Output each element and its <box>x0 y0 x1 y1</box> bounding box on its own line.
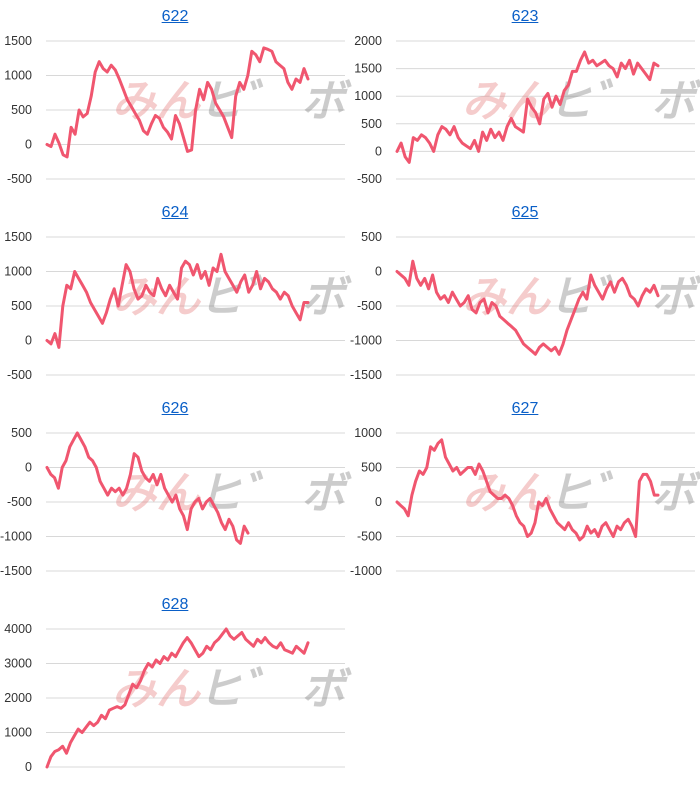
line-chart: 1500 1000 500 0 -500 みんヒ゛ ボ <box>4 230 352 382</box>
y-tick-label: 0 <box>375 265 382 279</box>
y-tick-label: 0 <box>25 138 32 152</box>
y-tick-label: -500 <box>357 299 382 313</box>
y-tick-label: 500 <box>361 117 382 131</box>
y-tick-label: 500 <box>361 461 382 475</box>
watermark-logo: みんヒ゛ ボ <box>462 468 700 519</box>
y-tick-label: 4000 <box>4 622 32 636</box>
y-tick-label: -500 <box>7 495 32 509</box>
y-tick-label: -1000 <box>350 334 382 348</box>
line-chart: 2000 1500 1000 500 0 -500 みんヒ゛ ボ <box>354 34 700 186</box>
y-tick-label: 500 <box>361 230 382 244</box>
series-line <box>395 438 660 542</box>
y-tick-label: 0 <box>375 144 382 158</box>
y-tick-label: -1500 <box>350 368 382 382</box>
chart-622: 622 1500 1000 500 0 -500 みん ヒ゛ ボ <box>0 8 352 198</box>
chart-627: 627 1000 500 0 -500 -1000 みん ヒ゛ ボ <box>350 400 700 590</box>
y-tick-label: 1000 <box>354 426 382 440</box>
chart-628: 628 4000 3000 2000 1000 0 みん ヒ゛ ボ <box>0 596 352 786</box>
y-tick-label: -500 <box>357 530 382 544</box>
watermark-logo: みんヒ゛ ボ <box>112 76 352 127</box>
chart-title-link[interactable]: 628 <box>161 596 189 613</box>
series-line <box>45 46 310 159</box>
watermark-logo: みんヒ゛ ボ <box>112 272 352 323</box>
y-tick-label: 500 <box>11 103 32 117</box>
y-tick-label: 1000 <box>4 69 32 83</box>
y-tick-label: 500 <box>11 299 32 313</box>
chart-title-link[interactable]: 622 <box>161 8 189 25</box>
y-tick-label: 3000 <box>4 657 32 671</box>
y-tick-label: -500 <box>357 172 382 186</box>
y-tick-label: -1500 <box>0 564 32 578</box>
watermark-text: ヒ゛ ボ <box>198 76 352 127</box>
series-line <box>395 259 660 356</box>
y-tick-label: 2000 <box>4 691 32 705</box>
y-tick-label: -500 <box>7 172 32 186</box>
line-chart: 500 0 -500 -1000 -1500 みんヒ゛ ボ <box>0 426 352 578</box>
y-tick-label: 1500 <box>4 230 32 244</box>
chart-title-link[interactable]: 625 <box>511 204 539 221</box>
y-tick-label: 1000 <box>354 89 382 103</box>
watermark-text: ヒ゛ ボ <box>548 468 700 519</box>
watermark-text: ヒ゛ ボ <box>198 468 352 519</box>
watermark-text: ヒ゛ ボ <box>198 664 352 715</box>
chart-title-link[interactable]: 624 <box>161 204 189 221</box>
series-line <box>45 627 310 769</box>
y-tick-label: 1500 <box>354 62 382 76</box>
watermark-text: ヒ゛ ボ <box>548 76 700 127</box>
y-tick-label: -1000 <box>350 564 382 578</box>
y-tick-label: 0 <box>25 461 32 475</box>
y-tick-label: -1000 <box>0 530 32 544</box>
watermark-text: みん <box>462 272 552 323</box>
y-tick-label: 1000 <box>4 726 32 740</box>
chart-title-link[interactable]: 623 <box>511 8 539 25</box>
line-chart: 4000 3000 2000 1000 0 みんヒ゛ ボ <box>4 622 352 774</box>
chart-624: 624 1500 1000 500 0 -500 みん ヒ゛ ボ <box>0 204 352 394</box>
line-chart: 1000 500 0 -500 -1000 みんヒ゛ ボ <box>350 426 700 578</box>
line-chart: 1500 1000 500 0 -500 みんヒ゛ ボ <box>4 34 352 186</box>
y-tick-label: 2000 <box>354 34 382 48</box>
y-tick-label: 1500 <box>4 34 32 48</box>
y-tick-label: 0 <box>25 334 32 348</box>
watermark-logo: みんヒ゛ ボ <box>112 468 352 519</box>
y-tick-label: 0 <box>375 495 382 509</box>
y-tick-label: 1000 <box>4 265 32 279</box>
watermark-logo: みんヒ゛ ボ <box>112 664 352 715</box>
watermark-text: みん <box>112 468 202 519</box>
y-tick-label: 500 <box>11 426 32 440</box>
series-line <box>45 431 250 545</box>
watermark-text: みん <box>112 664 202 715</box>
chart-626: 626 500 0 -500 -1000 -1500 みん ヒ゛ ボ <box>0 400 352 590</box>
series-line <box>395 50 660 164</box>
y-tick-label: -500 <box>7 368 32 382</box>
chart-625: 625 500 0 -500 -1000 -1500 みん ヒ゛ ボ <box>350 204 700 394</box>
series-line <box>45 252 310 349</box>
chart-title-link[interactable]: 627 <box>511 400 539 417</box>
watermark-text: みん <box>112 76 202 127</box>
chart-623: 623 2000 1500 1000 500 0 -500 みん ヒ゛ ボ <box>350 8 700 198</box>
watermark-text: ヒ゛ ボ <box>198 272 352 323</box>
chart-title-link[interactable]: 626 <box>161 400 189 417</box>
watermark-logo: みんヒ゛ ボ <box>462 76 700 127</box>
y-tick-label: 0 <box>25 760 32 774</box>
